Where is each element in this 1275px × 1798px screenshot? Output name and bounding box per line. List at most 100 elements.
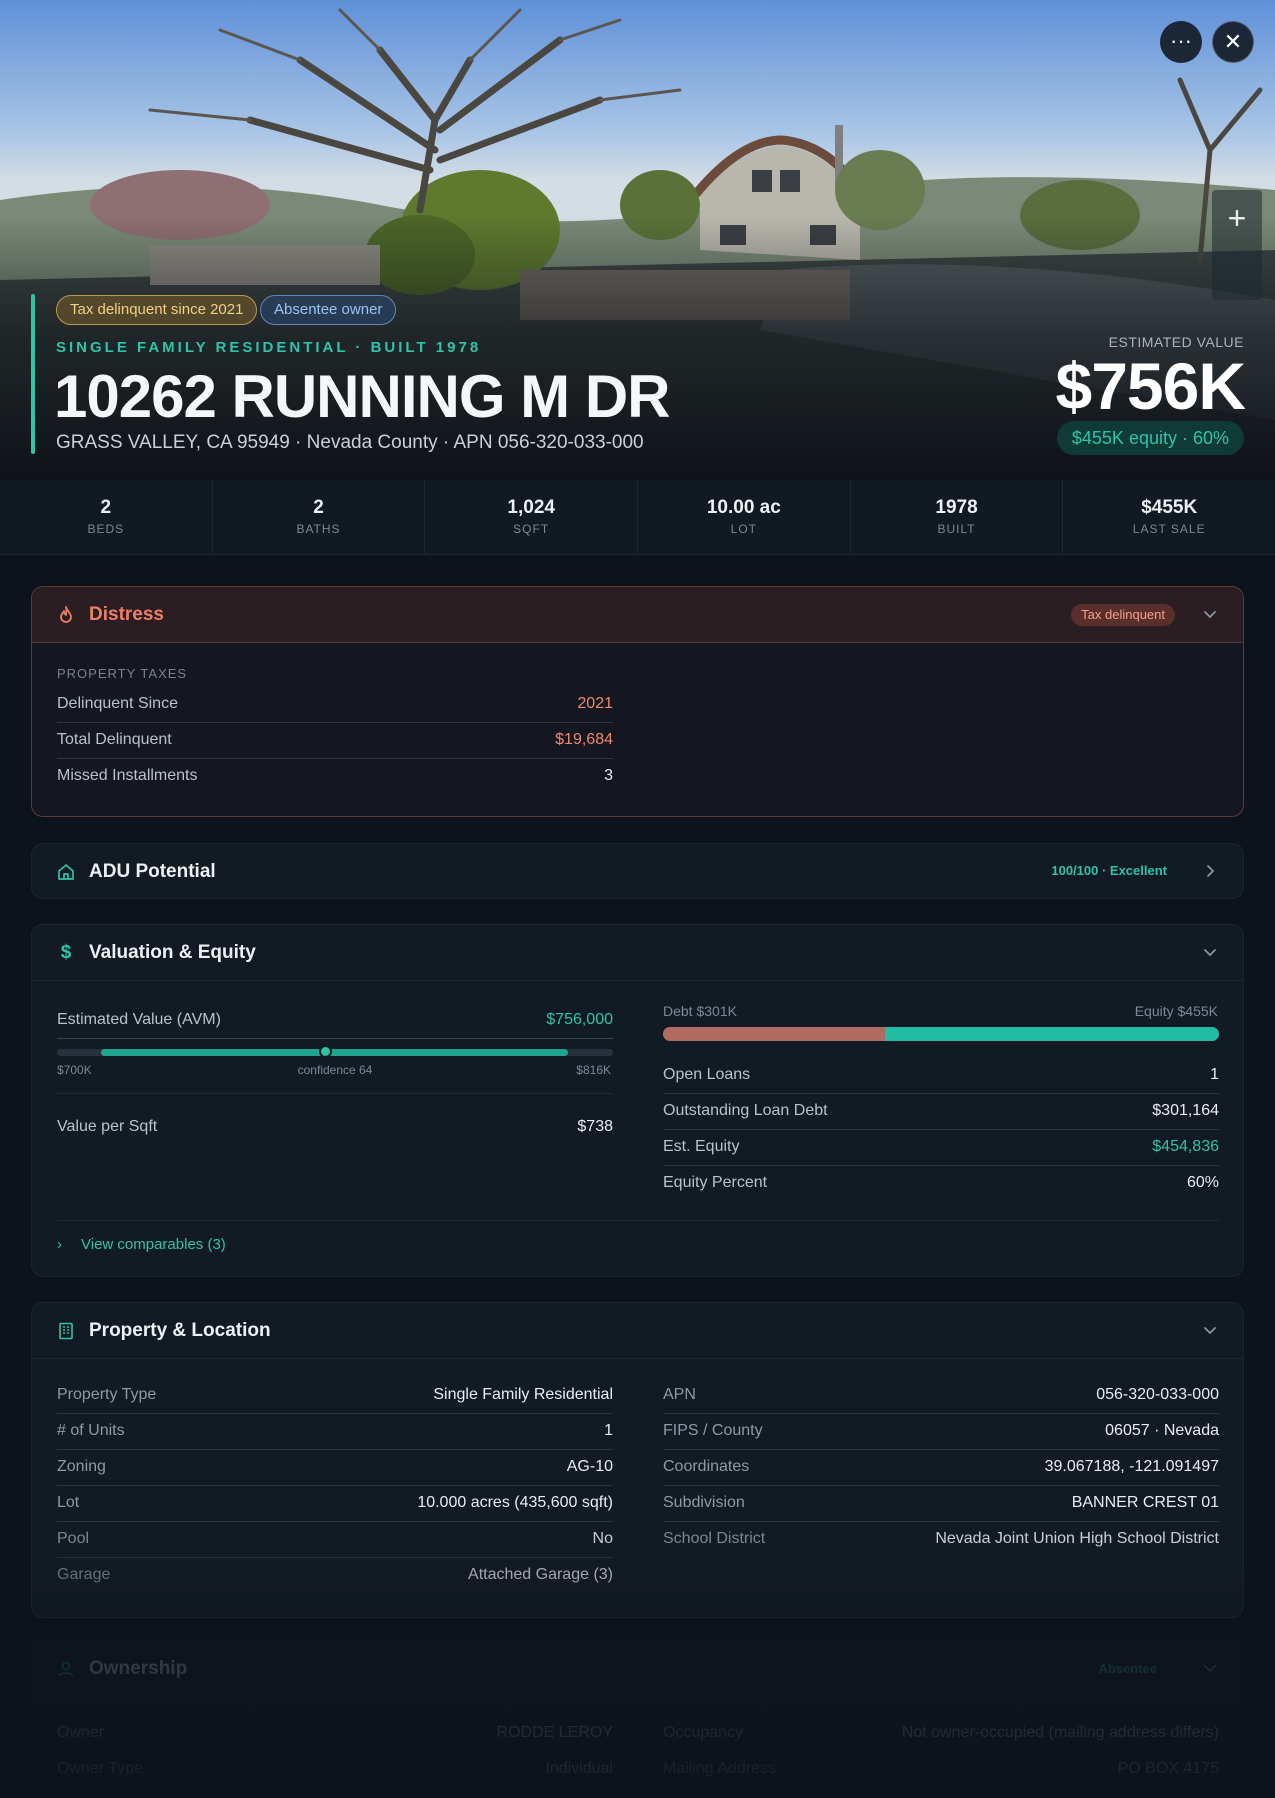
avm-confidence-fill <box>101 1049 568 1056</box>
row-label: Missed Installments <box>57 767 198 784</box>
row-label: Zoning <box>57 1458 106 1475</box>
row-label: Pool <box>57 1530 90 1547</box>
stat-sqft: 1,024 SQFT <box>425 480 639 554</box>
adu-potential-card[interactable]: ADU Potential 100/100 · Excellent <box>31 843 1244 899</box>
chevron-down-icon[interactable] <box>1201 1321 1219 1339</box>
debt-label: Debt $301K <box>663 1003 737 1019</box>
equity-pill: $455K equity · 60% <box>1056 421 1244 455</box>
row-label: # of Units <box>57 1422 125 1439</box>
equity-label: Equity $455K <box>1134 1003 1218 1019</box>
property-location-subline: GRASS VALLEY, CA 95949 · Nevada County ·… <box>56 432 644 453</box>
detail-row: Zoning AG-10 <box>57 1450 613 1486</box>
home-icon <box>58 864 74 880</box>
stat-value: 10.00 ac <box>706 497 781 518</box>
row-value: 06057 · Nevada <box>1105 1422 1219 1439</box>
zoom-control[interactable]: + <box>1212 190 1262 300</box>
chevron-down-icon[interactable] <box>1201 1659 1219 1677</box>
row-label: APN <box>663 1386 696 1403</box>
property-location-card: Property & Location Property Type Single … <box>31 1302 1244 1618</box>
row-value: 10.000 acres (435,600 sqft) <box>417 1494 613 1511</box>
detail-row: # of Units 1 <box>57 1414 613 1450</box>
row-label: Est. Equity <box>663 1138 740 1155</box>
distress-title: Distress <box>89 604 164 625</box>
distress-card-header[interactable]: Distress Tax delinquent <box>32 587 1243 643</box>
row-value: $454,836 <box>1152 1138 1219 1155</box>
stat-built: 1978 BUILT <box>851 480 1064 554</box>
property-title: Property & Location <box>89 1320 271 1341</box>
row-label: Owner <box>57 1724 105 1741</box>
view-comparables-label: View comparables (3) <box>81 1236 226 1253</box>
avm-row: Estimated Value (AVM) $756,000 <box>57 1003 613 1039</box>
adu-card-header[interactable]: ADU Potential 100/100 · Excellent <box>32 844 1243 900</box>
more-options-button[interactable]: ··· <box>1160 21 1202 63</box>
stat-label: LAST SALE <box>1132 522 1206 536</box>
row-label: FIPS / County <box>663 1422 763 1439</box>
row-label: Estimated Value (AVM) <box>57 1011 221 1028</box>
property-address-title: 10262 RUNNING M DR <box>54 363 670 430</box>
row-label: Owner Type <box>57 1760 143 1777</box>
avm-value-marker <box>319 1045 332 1058</box>
detail-row: Outstanding Loan Debt $301,164 <box>663 1094 1219 1130</box>
absentee-badge: Absentee <box>1098 1661 1157 1676</box>
detail-row: Est. Equity $454,836 <box>663 1130 1219 1166</box>
row-label: Coordinates <box>663 1458 750 1475</box>
detail-row: Occupancy Not owner-occupied (mailing add… <box>663 1716 1219 1752</box>
building-icon <box>59 1322 73 1340</box>
per-sqft-row: Value per Sqft $738 <box>57 1110 613 1146</box>
ownership-title: Ownership <box>89 1658 188 1679</box>
hero-photo: ··· ✕ + Tax delinquent since 2021 Absent… <box>0 0 1275 480</box>
ownership-card: Ownership Absentee Owner RODDE LEROY Owne… <box>31 1640 1244 1798</box>
valuation-title: Valuation & Equity <box>89 942 256 963</box>
stat-value: 2 <box>313 497 324 518</box>
chevron-down-icon[interactable] <box>1201 605 1219 623</box>
adu-score: 100/100 · Excellent <box>1051 863 1167 878</box>
detail-row: FIPS / County 06057 · Nevada <box>663 1414 1219 1450</box>
confidence-label: confidence 64 <box>297 1063 373 1077</box>
stat-label: SQFT <box>513 522 550 536</box>
row-label: Lot <box>57 1494 80 1511</box>
stat-value: 2 <box>100 497 112 518</box>
chevron-down-icon[interactable] <box>1201 943 1219 961</box>
detail-row: Open Loans 1 <box>663 1058 1219 1094</box>
valuation-card-header[interactable]: $ Valuation & Equity <box>32 925 1243 981</box>
stat-last-sale: $455K LAST SALE <box>1063 480 1275 554</box>
row-value: 2021 <box>577 695 613 712</box>
detail-row: Owner Type Individual <box>57 1752 613 1788</box>
row-value: 1 <box>1210 1066 1219 1083</box>
tax-delinquent-tag: Tax delinquent since 2021 <box>56 295 258 325</box>
row-label: Mailing Address <box>663 1760 776 1777</box>
detail-row: Garage Attached Garage (3) <box>57 1558 613 1594</box>
row-value: $301,164 <box>1152 1102 1219 1119</box>
zoom-in-icon[interactable]: + <box>1227 200 1247 236</box>
row-value: RODDE LEROY <box>496 1724 613 1741</box>
stat-value: $455K <box>1141 497 1198 518</box>
row-value: 3 <box>604 767 613 784</box>
chevron-right-icon[interactable] <box>1201 862 1219 880</box>
stat-label: BEDS <box>87 522 125 536</box>
more-icon: ··· <box>1170 28 1192 53</box>
row-label: Property Type <box>57 1386 157 1403</box>
close-button[interactable]: ✕ <box>1212 21 1254 63</box>
detail-row: Pool No <box>57 1522 613 1558</box>
divider <box>57 1220 1219 1221</box>
row-value: BANNER CREST 01 <box>1071 1494 1219 1511</box>
row-value: 056-320-033-000 <box>1096 1386 1219 1403</box>
detail-row: Coordinates 39.067188, -121.091497 <box>663 1450 1219 1486</box>
detail-row: Delinquent Since 2021 <box>57 687 613 723</box>
row-value: Single Family Residential <box>433 1386 613 1403</box>
stat-label: LOT <box>730 522 758 536</box>
property-card-header[interactable]: Property & Location <box>32 1303 1243 1359</box>
debt-segment <box>663 1027 885 1041</box>
distress-card: Distress Tax delinquent PROPERTY TAXES D… <box>31 586 1244 817</box>
row-label: School District <box>663 1530 766 1547</box>
view-comparables-link[interactable]: › View comparables (3) <box>57 1236 226 1253</box>
divider <box>57 1093 613 1094</box>
row-value: Not owner-occupied (mailing address diff… <box>901 1724 1219 1741</box>
ownership-card-header[interactable]: Ownership Absentee <box>32 1641 1243 1697</box>
property-taxes-section-label: PROPERTY TAXES <box>57 666 188 681</box>
detail-row: School District Nevada Joint Union High S… <box>663 1522 1219 1558</box>
close-icon: ✕ <box>1223 29 1243 54</box>
row-value: Attached Garage (3) <box>468 1566 613 1583</box>
stat-label: BATHS <box>296 522 341 536</box>
